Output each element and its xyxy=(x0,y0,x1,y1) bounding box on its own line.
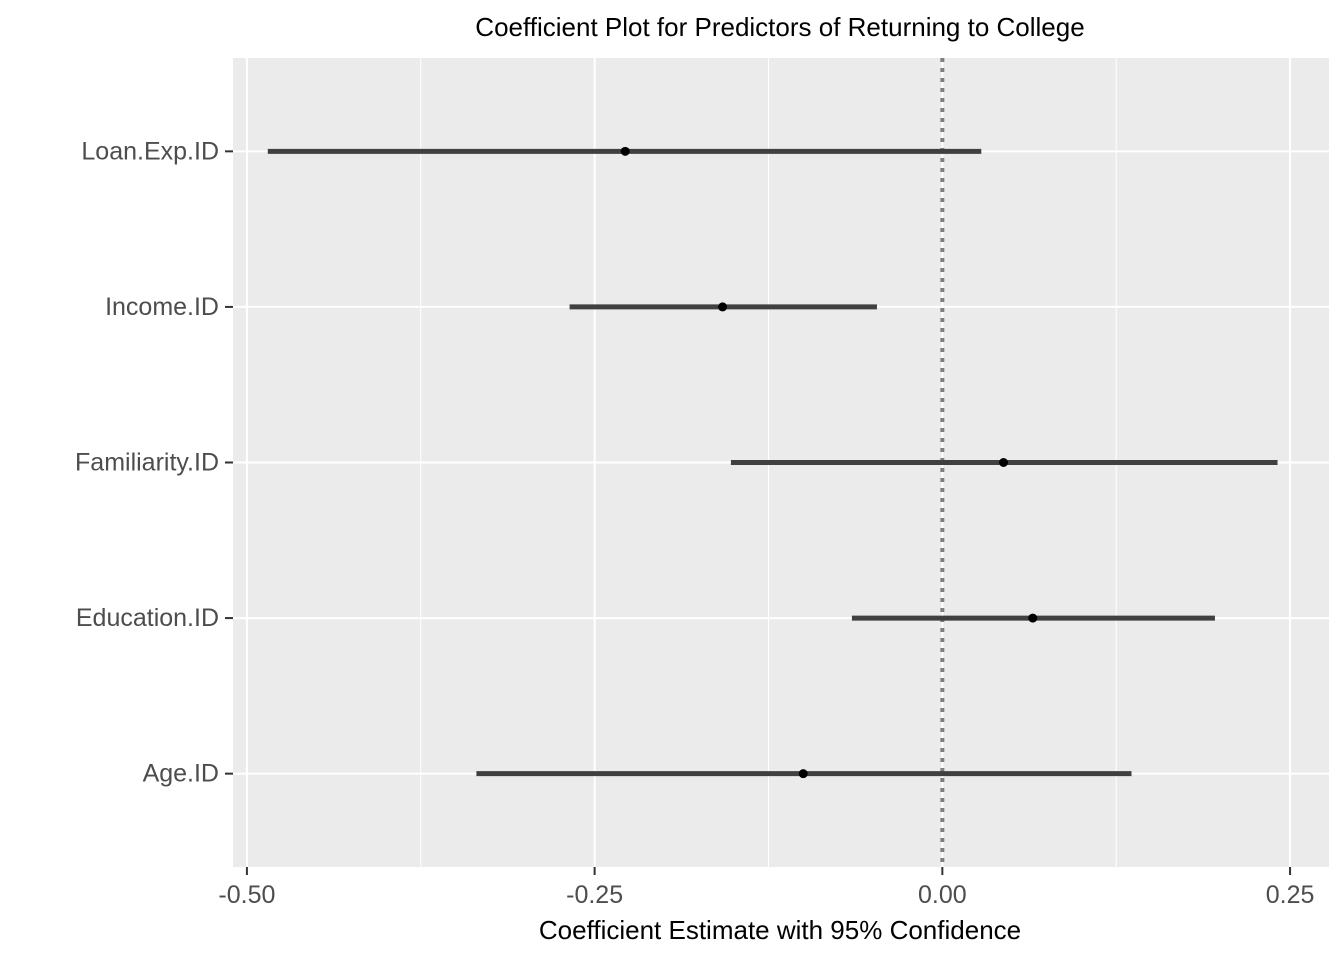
y-tick-label: Education.ID xyxy=(76,604,219,632)
coefficient-point xyxy=(1028,613,1038,623)
y-axis: Loan.Exp.ID Income.ID Familiarity.ID Educat… xyxy=(75,137,233,788)
y-tick-label: Familiarity.ID xyxy=(75,449,219,477)
coefficient-point xyxy=(620,146,630,156)
x-axis-title: Coefficient Estimate with 95% Confidence xyxy=(539,915,1021,945)
coefficient-point xyxy=(718,302,728,312)
x-tick-label: 0.00 xyxy=(918,881,967,909)
coefficient-points xyxy=(620,146,1038,779)
y-tick-label: Age.ID xyxy=(143,760,219,788)
y-tick-label: Loan.Exp.ID xyxy=(81,137,219,165)
x-tick-label: 0.25 xyxy=(1266,881,1315,909)
x-tick-label: -0.50 xyxy=(218,881,275,909)
x-tick-label: -0.25 xyxy=(566,881,623,909)
x-axis: -0.50 -0.25 0.00 0.25 xyxy=(218,867,1314,909)
y-tick-label: Income.ID xyxy=(105,293,219,321)
coefficient-point xyxy=(798,769,808,779)
coefficient-point xyxy=(999,458,1009,467)
chart-title: Coefficient Plot for Predictors of Retur… xyxy=(475,12,1084,42)
